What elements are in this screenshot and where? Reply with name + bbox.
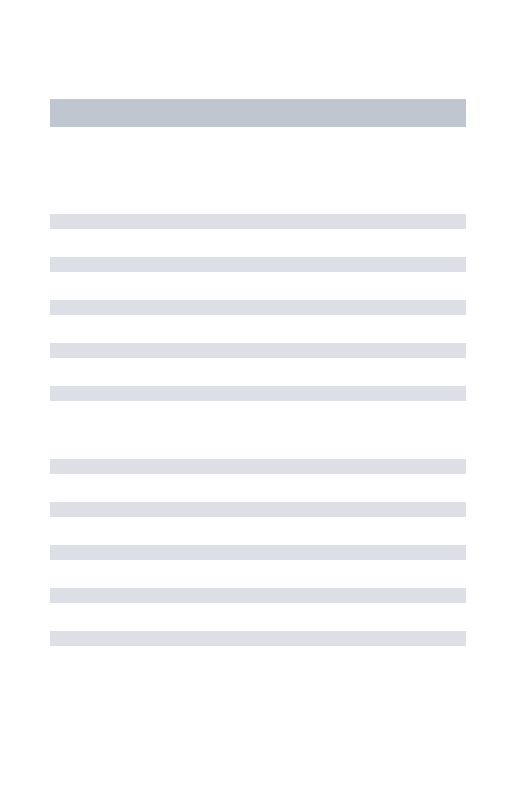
group1-line-2 xyxy=(50,257,466,272)
header-placeholder xyxy=(50,99,466,127)
skeleton-container xyxy=(0,99,516,646)
group2-line-5 xyxy=(50,631,466,646)
line-group-2 xyxy=(50,459,466,646)
group2-line-3 xyxy=(50,545,466,560)
group1-line-3 xyxy=(50,300,466,315)
group1-line-5 xyxy=(50,386,466,401)
group2-line-2 xyxy=(50,502,466,517)
group2-line-4 xyxy=(50,588,466,603)
group1-line-1 xyxy=(50,214,466,229)
line-group-1 xyxy=(50,214,466,401)
group2-line-1 xyxy=(50,459,466,474)
group1-line-4 xyxy=(50,343,466,358)
